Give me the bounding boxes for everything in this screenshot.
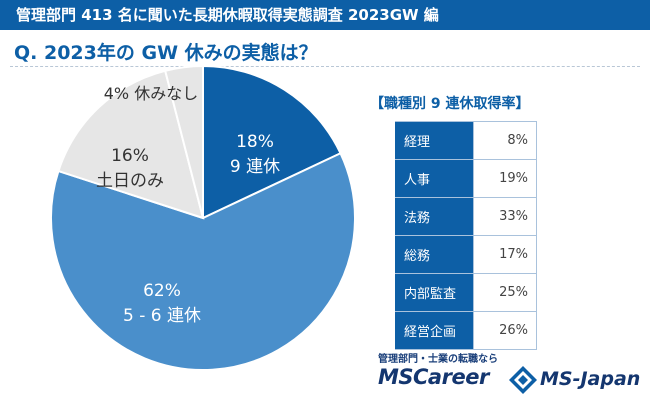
ms-japan-diamond-icon [509,366,537,394]
rate-value-cell: 8% [473,121,538,160]
question-heading: Q. 2023年の GW 休みの実態は？ [14,42,318,64]
job-name-cell: 総務 [395,235,474,274]
rate-value-cell: 33% [473,197,538,236]
rate-value-cell: 25% [473,273,538,312]
job-name-cell: 内部監査 [395,273,474,312]
pie-slice-2 [57,69,205,220]
pie-slice-category-label-0: 9 連休 [230,157,280,177]
pie-slice-percent-label-0: 18% [236,132,274,152]
company-logos: 管理部門・士業の転職なら MSCareer MS-Japan [378,350,640,396]
pie-slice-category-label-3: 4% 休みなし [104,84,198,103]
job-name-cell: 人事 [395,159,474,198]
pie-slice-1 [50,151,356,372]
table-row: 内部監査 25% [395,273,538,312]
rates-table-title: 【職種別 9 連休取得率】 [370,96,530,112]
pie-slice-3 [163,64,204,219]
job-name-cell: 経営企画 [395,311,474,350]
logo-tagline: 管理部門・士業の転職なら [378,354,498,365]
pie-slice-category-label-1: 5 - 6 連休 [123,306,201,326]
pie-slice-percent-label-2: 16% [111,146,149,166]
job-name-cell: 法務 [395,197,474,236]
table-row: 経理 8% [395,121,538,160]
survey-title-banner: 管理部門 413 名に聞いた長期休暇取得実態調査 2023GW 編 [0,0,650,30]
mscareer-logo: MSCareer [378,365,489,389]
table-row: 法務 33% [395,197,538,236]
job-name-cell: 経理 [395,121,474,160]
job-rates-table: 経理 8% 人事 19% 法務 33% 総務 17% 内部監査 25% 経営企画 26% [395,121,538,350]
pie-slice-0 [202,64,342,220]
rate-value-cell: 17% [473,235,538,274]
ms-japan-logo: MS-Japan [540,368,641,390]
rate-value-cell: 26% [473,311,538,350]
question-divider [10,66,640,67]
table-row: 人事 19% [395,159,538,198]
pie-slice-percent-label-1: 62% [143,281,181,301]
table-row: 経営企画 26% [395,311,538,350]
rate-value-cell: 19% [473,159,538,198]
survey-title: 管理部門 413 名に聞いた長期休暇取得実態調査 2023GW 編 [16,6,439,24]
table-row: 総務 17% [395,235,538,274]
pie-slice-category-label-2: 土日のみ [96,171,164,191]
